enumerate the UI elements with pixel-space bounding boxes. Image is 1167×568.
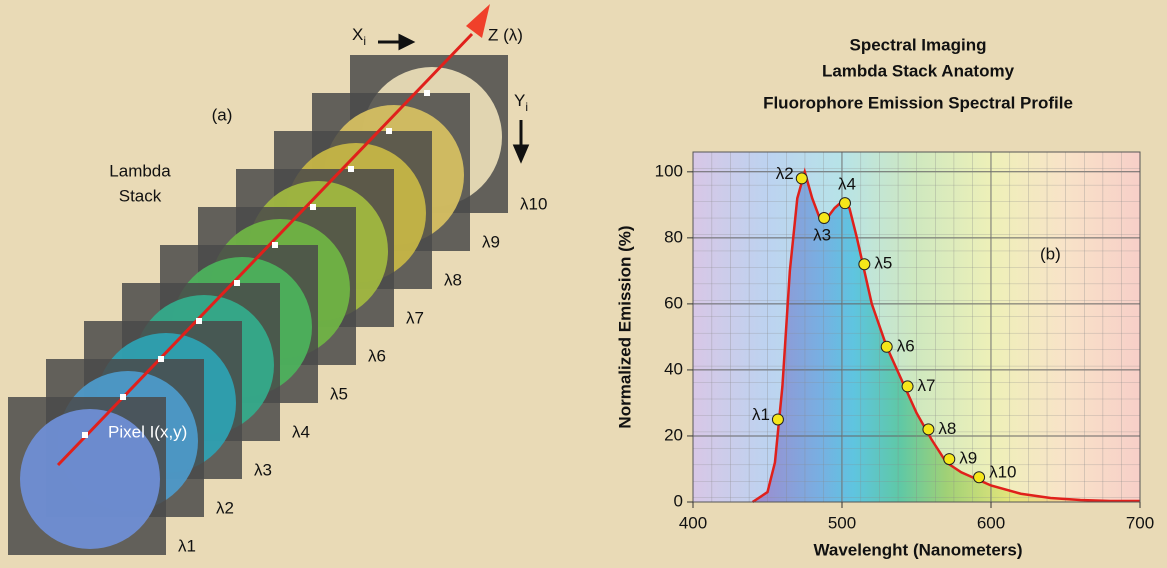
x-axis-title: Wavelenght (Nanometers) [813,540,1022,559]
pixel-marker [82,432,88,438]
pixel-marker [120,394,126,400]
lambda-stack-diagram: λ10 λ9 λ8 λ7 λ6 λ5 λ4 λ3 λ2 λ1 [8,4,547,555]
point-label: λ9 [959,449,977,468]
pixel-marker [196,318,202,324]
point-label: λ8 [938,419,956,438]
pixel-marker [310,204,316,210]
y-tick-label: 0 [674,491,683,510]
chart-title: Spectral Imaging [850,35,987,54]
chart-title: Lambda Stack Anatomy [822,61,1015,80]
y-axis-name: Y [514,91,525,110]
point-label: λ7 [918,376,936,395]
spectral-point [922,423,935,436]
layer-label: λ4 [292,422,310,441]
stack-label: Lambda [109,161,171,180]
layer-image [20,409,160,549]
plot-frame [692,151,1141,503]
layer-label: λ8 [444,270,462,289]
layer-label: λ3 [254,460,272,479]
x-axis-name: X [352,25,363,44]
layer-label: λ10 [520,194,547,213]
y-axis-title: Normalized Emission (%) [615,225,634,428]
y-tick-label: 20 [664,425,683,444]
spectral-point [818,212,831,225]
x-tick-label: 600 [977,513,1005,532]
diagram-label: (a) [212,105,233,124]
spectral-point [973,471,986,484]
x-axis-sub: i [363,34,366,48]
pixel-marker [272,242,278,248]
emission-line [751,167,1140,504]
spectral-point [838,197,851,210]
x-tick-label: 700 [1126,513,1154,532]
x-tick-label: 500 [828,513,856,532]
minor-grid [693,152,1140,502]
layer-label: λ6 [368,346,386,365]
pixel-label: Pixel I(x,y) [108,422,187,441]
annotation: (b) [1040,244,1061,263]
z-arrowhead [466,4,490,38]
z-axis [56,32,474,467]
point-label: λ2 [776,164,794,183]
layer-label: λ2 [216,498,234,517]
spectral-point [795,172,808,185]
spectral-point [858,258,871,271]
spectral-point [901,380,914,393]
point-label: λ4 [838,175,856,194]
y-tick-label: 60 [664,293,683,312]
pixel-marker [234,280,240,286]
x-arrow [378,33,416,51]
point-label: λ3 [813,226,831,245]
x-axis-label: Xi [352,25,366,48]
y-arrow [512,120,530,164]
point-label: λ5 [874,254,892,273]
pixel-marker [424,90,430,96]
pixel-marker [386,128,392,134]
point-label: λ10 [989,463,1016,482]
spectral-point [880,340,893,353]
layer-label: λ7 [406,308,424,327]
layer-label: λ1 [178,536,196,555]
layer-label: λ5 [330,384,348,403]
y-axis-sub: i [525,100,528,114]
x-tick-label: 400 [679,513,707,532]
pixel-marker [348,166,354,172]
chart-subtitle: Fluorophore Emission Spectral Profile [763,93,1073,112]
point-label: λ1 [752,405,770,424]
y-tick-label: 100 [655,161,683,180]
layer-label: λ9 [482,232,500,251]
pixel-marker [158,356,164,362]
y-tick-label: 80 [664,227,683,246]
y-axis-label: Yi [514,91,528,114]
stack-label: Stack [119,186,162,205]
point-label: λ6 [897,336,915,355]
z-axis-label: Z (λ) [488,25,523,44]
spectral-point [943,453,956,466]
y-tick-label: 40 [664,359,683,378]
spectral-point [771,413,784,426]
